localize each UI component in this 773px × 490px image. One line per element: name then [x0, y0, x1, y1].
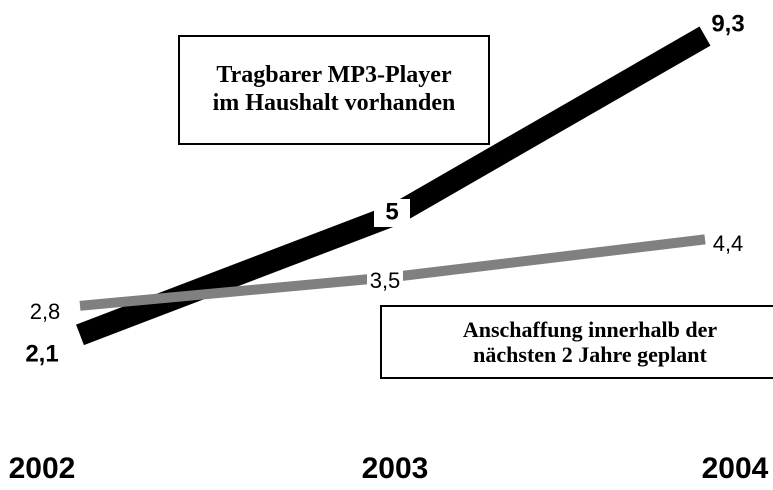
- legend-box: Anschaffung innerhalb der nächsten 2 Jah…: [380, 305, 773, 379]
- data-label: 5: [385, 198, 398, 225]
- x-tick-label: 2004: [702, 452, 769, 485]
- data-label: 4,4: [713, 231, 744, 256]
- legend-label: Anschaffung innerhalb der nächsten 2 Jah…: [462, 316, 718, 367]
- data-label: 3,5: [370, 268, 401, 293]
- legend-box: Tragbarer MP3-Player im Haushalt vorhand…: [178, 35, 490, 145]
- x-tick-label: 2002: [9, 452, 76, 485]
- data-label: 2,1: [25, 340, 58, 367]
- data-label: 9,3: [711, 10, 744, 37]
- x-tick-label: 2003: [362, 452, 429, 485]
- label-background: [367, 268, 403, 296]
- legend-label: Tragbarer MP3-Player im Haushalt vorhand…: [212, 62, 456, 116]
- data-label: 2,8: [30, 299, 61, 324]
- label-background: [374, 199, 410, 227]
